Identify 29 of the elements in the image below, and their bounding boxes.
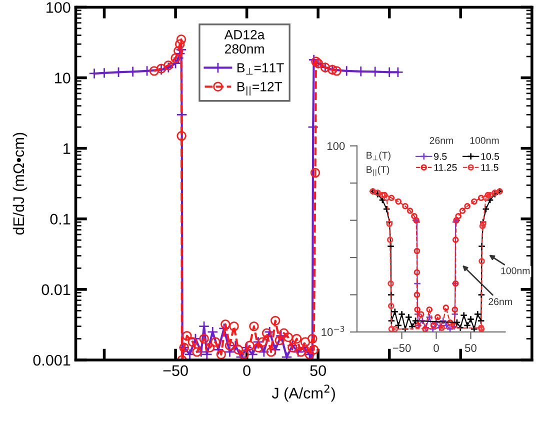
legend-title: AD12a 280nm [224, 30, 265, 54]
y-tick-label: 10$^{−3}$ [322, 326, 344, 336]
annotation: 100nm [501, 267, 530, 274]
x-tick-label: 0 [434, 344, 439, 352]
legend-label: 9.5 [434, 153, 447, 160]
y-tick-label: 0.1 [50, 214, 70, 225]
x-tick-label: −50 [163, 365, 188, 376]
legend-label: 10.5 [481, 153, 500, 160]
annotation: B$_{⊥}$(T) [366, 152, 390, 161]
legend-label: B$_{||}$=12T [238, 82, 282, 96]
y-tick-label: 100 [46, 2, 70, 13]
annotation: 100nm [470, 137, 499, 144]
x-tick-label: −50 [392, 344, 411, 352]
x-tick-label: 50 [465, 344, 476, 352]
annotation: 26nm [430, 137, 453, 144]
y-tick-label: 100 [327, 142, 345, 150]
x-tick-label: 50 [310, 365, 326, 376]
legend-label: B$_{⊥}$=11T [238, 63, 284, 74]
legend-label: 11.5 [481, 164, 498, 171]
annotation: 26nm [488, 298, 512, 306]
y-tick-label: 1 [64, 143, 70, 154]
y-tick-label: 0.01 [42, 284, 70, 296]
x-axis-title: J (A/cm$^{2}$) [272, 384, 335, 402]
legend-label: 11.25 [434, 164, 457, 171]
annotation: B$_{||}$(T) [366, 166, 390, 176]
y-axis-title: dE/dJ (mΩ•cm) [12, 132, 28, 235]
y-tick-label: 0.001 [33, 354, 70, 366]
x-tick-label: 0 [243, 365, 250, 376]
y-tick-label: 10 [55, 72, 70, 84]
